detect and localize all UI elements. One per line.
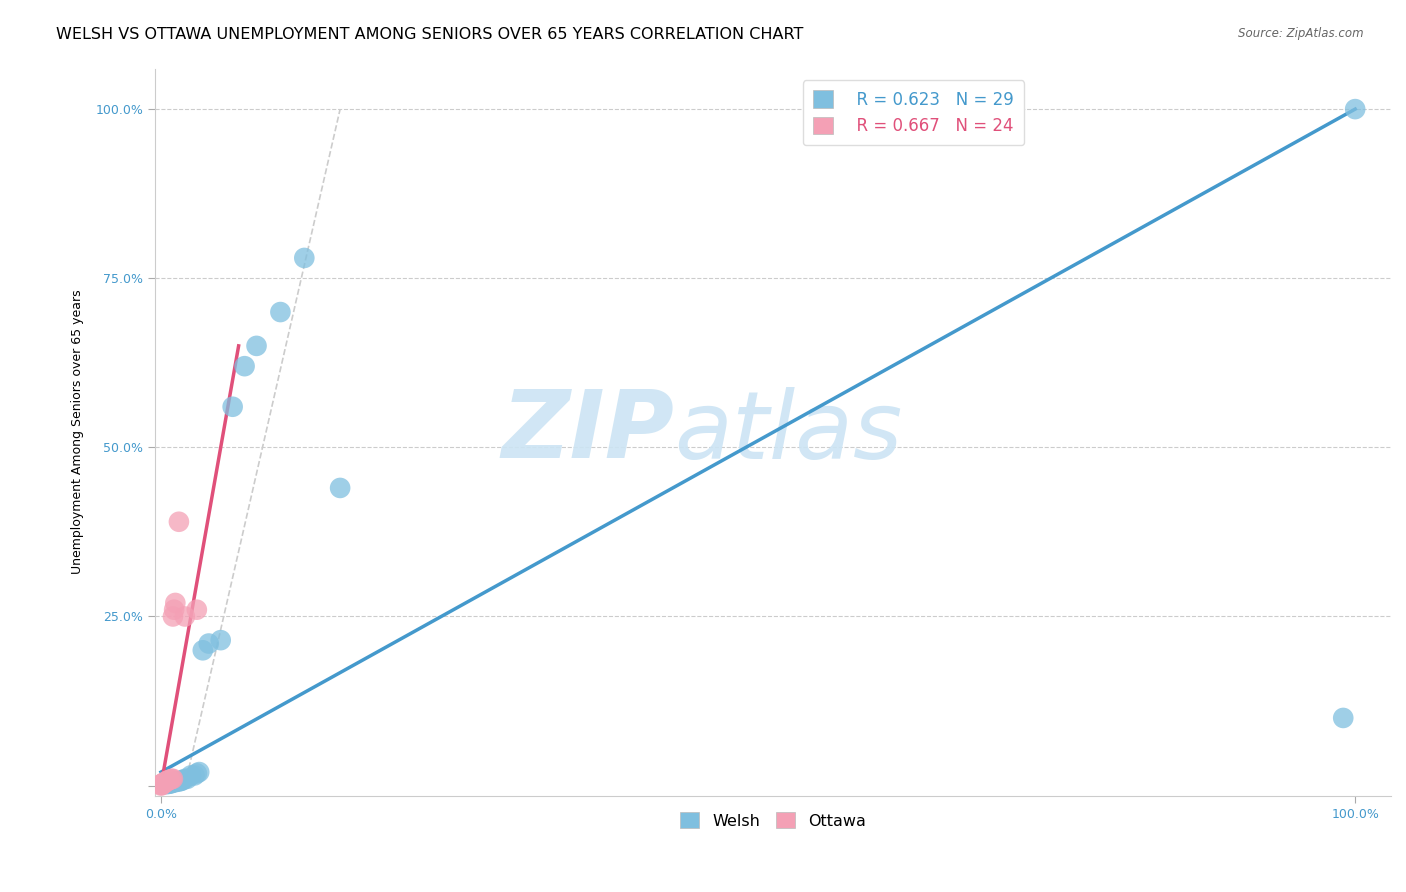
Point — [167, 774, 190, 789]
Point — [157, 773, 180, 788]
Point — [169, 773, 191, 788]
Point — [150, 778, 173, 792]
Point — [163, 603, 186, 617]
Point — [233, 359, 256, 374]
Point — [150, 779, 173, 793]
Point — [162, 772, 184, 786]
Point — [188, 765, 211, 780]
Point — [159, 772, 181, 787]
Point — [173, 772, 195, 786]
Point — [245, 339, 267, 353]
Point — [269, 305, 291, 319]
Point — [209, 633, 232, 648]
Point — [157, 776, 180, 790]
Text: ZIP: ZIP — [502, 386, 673, 478]
Point — [160, 776, 183, 790]
Point — [157, 773, 180, 788]
Point — [156, 773, 179, 788]
Point — [162, 609, 184, 624]
Point — [292, 251, 315, 265]
Point — [176, 772, 198, 786]
Point — [165, 775, 187, 789]
Point — [153, 776, 176, 790]
Legend: Welsh, Ottawa: Welsh, Ottawa — [673, 805, 872, 835]
Point — [172, 773, 194, 788]
Point — [153, 775, 176, 789]
Y-axis label: Unemployment Among Seniors over 65 years: Unemployment Among Seniors over 65 years — [72, 290, 84, 574]
Point — [166, 774, 188, 789]
Point — [191, 643, 214, 657]
Point — [155, 774, 177, 789]
Point — [1331, 711, 1354, 725]
Point — [180, 768, 202, 782]
Point — [183, 768, 205, 782]
Point — [156, 777, 179, 791]
Point — [163, 775, 186, 789]
Point — [159, 776, 181, 790]
Point — [173, 609, 195, 624]
Point — [162, 775, 184, 789]
Text: Source: ZipAtlas.com: Source: ZipAtlas.com — [1239, 27, 1364, 40]
Point — [221, 400, 243, 414]
Point — [150, 776, 173, 790]
Text: atlas: atlas — [673, 386, 903, 477]
Point — [165, 596, 187, 610]
Point — [167, 515, 190, 529]
Point — [329, 481, 352, 495]
Point — [155, 775, 177, 789]
Text: WELSH VS OTTAWA UNEMPLOYMENT AMONG SENIORS OVER 65 YEARS CORRELATION CHART: WELSH VS OTTAWA UNEMPLOYMENT AMONG SENIO… — [56, 27, 804, 42]
Point — [150, 778, 173, 792]
Point — [150, 777, 173, 791]
Point — [1344, 102, 1367, 116]
Point — [186, 766, 208, 780]
Point — [152, 776, 174, 790]
Point — [170, 773, 193, 788]
Point — [150, 777, 173, 791]
Point — [160, 772, 183, 786]
Point — [197, 636, 219, 650]
Point — [152, 776, 174, 790]
Point — [186, 603, 208, 617]
